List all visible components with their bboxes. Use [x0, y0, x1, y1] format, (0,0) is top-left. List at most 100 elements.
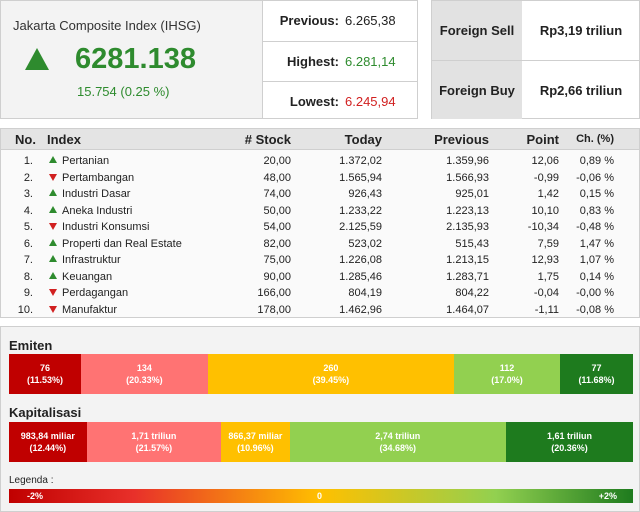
row-today: 804,19: [348, 287, 382, 299]
foreign-sell-value: Rp3,19 triliun: [539, 23, 623, 38]
foreign-buy-value: Rp2,66 triliun: [539, 82, 623, 98]
table-row: 7. 75,00 1.226,08 1.213,15 12,93 1,07 % Infras…: [1, 252, 639, 269]
table-row: 6. 82,00 523,02 515,43 7,59 1,47 % Properti da…: [1, 236, 639, 253]
emiten-segment-value: 77: [591, 363, 602, 373]
row-previous: 515,43: [455, 237, 489, 250]
row-change: -0,48 %: [576, 221, 614, 233]
table-row: 9. 166,00 804,19 804,22 -0,04 -0,00 % Perdagan…: [1, 285, 639, 302]
header-stock: # Stock: [244, 132, 291, 147]
legend-label: Legenda :: [9, 475, 54, 486]
highest-value: 6.281,14: [345, 53, 396, 69]
index-title: Jakarta Composite Index (IHSG): [13, 18, 201, 33]
emiten-title: Emiten: [9, 338, 53, 353]
row-index-cell: Perdagangan: [49, 285, 128, 302]
row-index-cell: Manufaktur: [49, 302, 117, 319]
table-header: No. Index # Stock Today Previous Point C…: [1, 129, 639, 150]
emiten-segment-pct: (20.33%): [126, 375, 163, 385]
table-row: 1. 20,00 1.372,02 1.359,96 12,06 0,89 % Pertan…: [1, 153, 639, 170]
emiten-segment: 260 (39.45%): [207, 354, 454, 394]
row-previous: 1.359,96: [446, 155, 489, 167]
emiten-segment-pct: (17.0%): [491, 375, 523, 385]
row-number: 9.: [23, 287, 33, 299]
row-previous: 1.464,07: [446, 303, 489, 316]
foreign-flow-panel: Foreign Sell Rp3,19 triliun Foreign Buy …: [431, 0, 640, 119]
row-point: 7,59: [537, 237, 559, 250]
lowest-label: Lowest:: [289, 93, 339, 109]
row-number: 7.: [23, 254, 33, 266]
up-triangle-icon: [49, 189, 57, 196]
row-stock: 50,00: [263, 204, 291, 217]
row-number: 8.: [23, 270, 33, 283]
foreign-buy-row: Foreign Buy Rp2,66 triliun: [432, 60, 640, 119]
row-previous: 2.135,93: [446, 221, 489, 233]
row-index-cell: Industri Dasar: [49, 186, 130, 203]
row-index-cell: Aneka Industri: [49, 203, 132, 220]
emiten-segment: 134 (20.33%): [80, 354, 208, 394]
row-change: 1,47 %: [579, 237, 614, 250]
emiten-segment-pct: (11.53%): [26, 375, 63, 385]
header-index: Index: [47, 132, 81, 147]
row-number: 3.: [23, 188, 33, 200]
market-summary: Jakarta Composite Index (IHSG) 6281.138 …: [0, 0, 640, 120]
legend-gradient-bar: -2% 0 +2%: [9, 489, 633, 503]
row-index-cell: Industri Konsumsi: [49, 219, 149, 236]
kapitalisasi-segment: 2,74 triliun (34.68%): [289, 422, 506, 462]
table-row: 2. 48,00 1.565,94 1.566,93 -0,99 -0,06 % Perta…: [1, 170, 639, 187]
row-index-name: Pertambangan: [62, 171, 135, 184]
down-triangle-icon: [49, 223, 57, 230]
table-row: 4. 50,00 1.233,22 1.223,13 10,10 0,83 % Aneka …: [1, 203, 639, 220]
composite-index-panel: Jakarta Composite Index (IHSG) 6281.138 …: [0, 0, 263, 119]
row-point: -10,34: [527, 221, 559, 233]
row-point: -0,99: [533, 171, 559, 184]
row-index-name: Properti dan Real Estate: [62, 237, 182, 250]
header-point: Point: [526, 132, 560, 147]
kapitalisasi-segment: 1,61 triliun (20.36%): [505, 422, 634, 462]
kapitalisasi-title: Kapitalisasi: [9, 405, 82, 420]
legend-mid: 0: [317, 491, 323, 501]
up-triangle-icon: [49, 156, 57, 163]
kapitalisasi-segment-value: 866,37 miliar: [228, 431, 283, 441]
lowest-value: 6.245,94: [345, 93, 396, 109]
row-stock: 82,00: [263, 237, 291, 250]
row-point: 1,42: [537, 188, 559, 200]
kapitalisasi-segment: 983,84 miliar (12.44%): [9, 422, 87, 462]
row-today: 1.565,94: [339, 171, 382, 184]
row-today: 523,02: [348, 237, 382, 250]
header-today: Today: [344, 132, 382, 147]
row-previous: 1.283,71: [446, 270, 489, 283]
index-change: 15.754 (0.25 %): [77, 84, 170, 99]
up-triangle-icon: [49, 271, 57, 279]
row-today: 926,43: [348, 188, 382, 200]
kapitalisasi-segment-value: 1,61 triliun: [546, 431, 592, 441]
down-triangle-icon: [49, 173, 57, 181]
row-stock: 20,00: [263, 155, 291, 167]
row-change: 0,89 %: [579, 155, 614, 167]
row-index-name: Aneka Industri: [62, 204, 133, 217]
table-row: 10. 178,00 1.462,96 1.464,07 -1,11 -0,08 % Man…: [1, 302, 639, 319]
kapitalisasi-segment-pct: (34.68%): [379, 443, 417, 453]
row-index-cell: Properti dan Real Estate: [49, 236, 182, 253]
kapitalisasi-bar: 983,84 miliar (12.44%) 1,71 triliun (21.57%…: [9, 422, 634, 462]
row-index-cell: Infrastruktur: [49, 252, 121, 269]
down-triangle-icon: [49, 305, 57, 313]
emiten-segment: 76 (11.53%): [9, 354, 81, 394]
down-triangle-icon: [49, 289, 57, 296]
row-change: 0,15 %: [579, 188, 614, 200]
emiten-segment-value: 76: [39, 363, 50, 373]
row-number: 4.: [23, 204, 33, 217]
kapitalisasi-segment-pct: (10.96%): [237, 443, 274, 453]
kapitalisasi-segment-pct: (21.57%): [135, 443, 173, 453]
index-value: 6281.138: [75, 43, 196, 75]
foreign-sell-label: Foreign Sell: [432, 1, 522, 60]
previous-row: Previous: 6.265,38: [263, 1, 417, 40]
row-point: -1,11: [534, 303, 559, 316]
row-index-name: Industri Dasar: [62, 188, 131, 200]
up-triangle-icon: [49, 205, 57, 213]
row-index-name: Industri Konsumsi: [62, 221, 150, 233]
highest-row: Highest: 6.281,14: [263, 41, 417, 80]
emiten-segment: 77 (11.68%): [560, 354, 633, 394]
previous-label: Previous:: [279, 13, 339, 28]
emiten-segment-value: 260: [323, 363, 339, 373]
previous-value: 6.265,38: [345, 13, 396, 28]
foreign-sell-row: Foreign Sell Rp3,19 triliun: [432, 1, 640, 60]
